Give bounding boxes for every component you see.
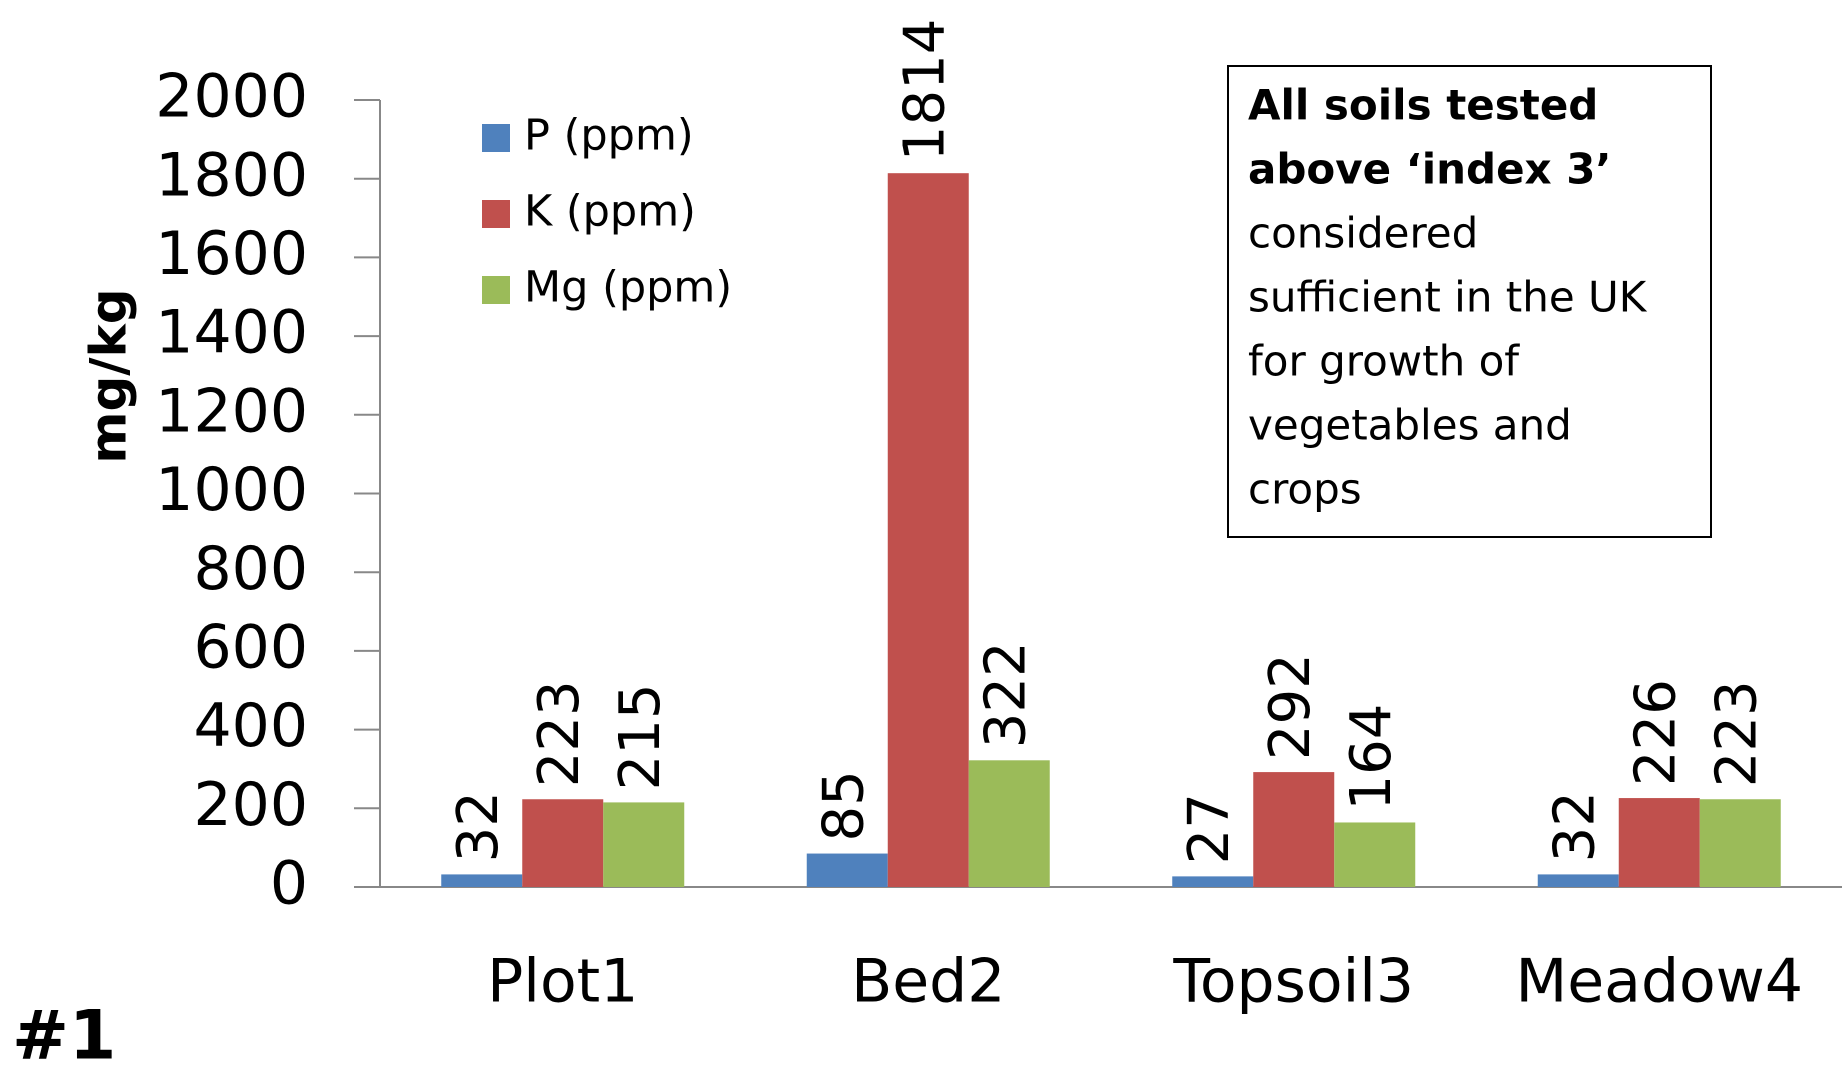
legend-label: P (ppm) [524, 111, 694, 161]
x-tick-label: Meadow4 [1516, 947, 1804, 1017]
bar [1172, 876, 1254, 887]
bar [806, 853, 888, 887]
annotation-bold: All soils tested [1248, 81, 1598, 130]
annotation-text: considered [1248, 209, 1478, 258]
y-tick-label: 800 [193, 534, 308, 604]
data-label: 32 [446, 791, 511, 862]
data-label: 223 [527, 680, 592, 787]
x-tick-label: Topsoil3 [1172, 947, 1414, 1017]
data-label: 32 [1542, 791, 1607, 862]
y-tick-label: 600 [193, 612, 308, 682]
y-tick-label: 400 [193, 691, 308, 761]
data-label: 85 [811, 770, 876, 841]
y-tick-label: 1000 [155, 455, 308, 525]
y-tick-label: 1400 [155, 298, 308, 368]
annotation-text: vegetables and [1248, 401, 1572, 450]
bar [1537, 874, 1619, 887]
annotation-text: crops [1248, 465, 1362, 514]
y-tick-label: 1800 [155, 140, 308, 210]
annotation-text: for growth of [1248, 337, 1520, 386]
y-tick-label: 2000 [155, 62, 308, 132]
y-tick-label: 0 [270, 849, 308, 919]
bar [968, 760, 1050, 887]
legend-label: Mg (ppm) [524, 263, 732, 313]
bar [603, 802, 685, 887]
y-tick-label: 1200 [155, 376, 308, 446]
panel-label: #1 [12, 997, 116, 1070]
legend-swatch [482, 124, 510, 152]
x-tick-label: Bed2 [851, 947, 1005, 1017]
data-label: 1814 [892, 19, 957, 162]
bar [1334, 822, 1416, 887]
annotation-bold: above ‘index 3’ [1248, 145, 1611, 194]
data-label: 27 [1177, 793, 1242, 864]
data-label: 322 [973, 641, 1038, 748]
legend-label: K (ppm) [524, 187, 696, 237]
annotation-text: sufficient in the UK [1248, 273, 1648, 322]
data-label: 292 [1258, 653, 1323, 760]
bar [1253, 772, 1335, 887]
data-label: 164 [1339, 704, 1404, 811]
y-axis-label: mg/kg [80, 288, 138, 463]
data-label: 226 [1623, 679, 1688, 786]
legend-swatch [482, 200, 510, 228]
annotation-box [1227, 65, 1712, 538]
bar [1699, 799, 1781, 887]
bar [441, 874, 523, 887]
bar [522, 799, 604, 887]
y-tick-label: 200 [193, 770, 308, 840]
data-label: 215 [608, 684, 673, 791]
y-tick-label: 1600 [155, 219, 308, 289]
data-label: 223 [1704, 680, 1769, 787]
x-tick-label: Plot1 [487, 947, 638, 1017]
bar [887, 173, 969, 888]
legend-swatch [482, 276, 510, 304]
bar [1618, 798, 1700, 887]
